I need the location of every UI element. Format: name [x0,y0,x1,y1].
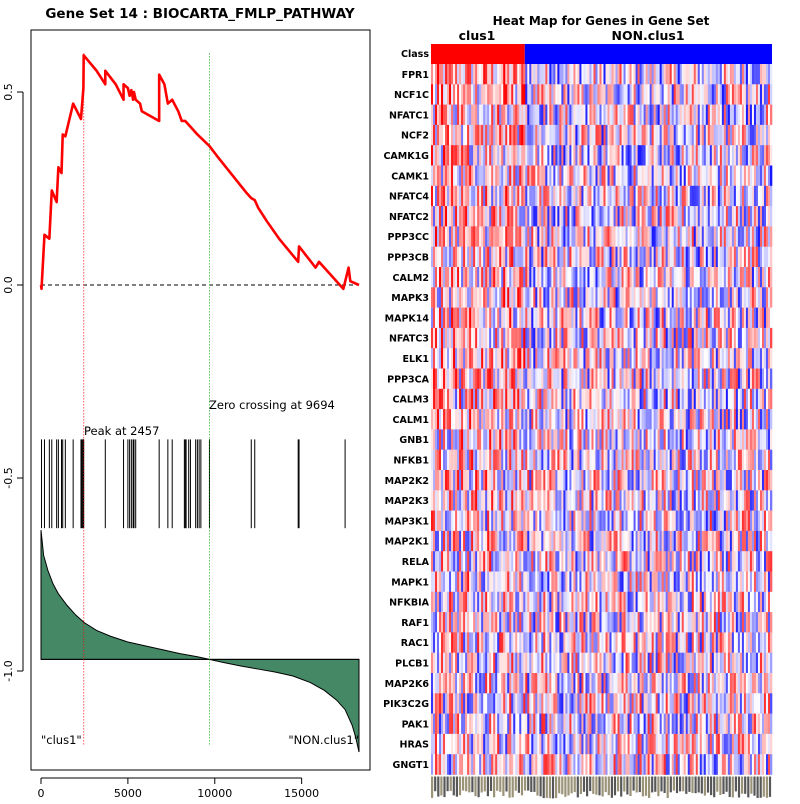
gene-label: NFATC3 [389,334,429,345]
gene-label: CALM2 [393,273,429,284]
gene-label: NCF1C [394,90,429,101]
y-tick-label: -1.0 [2,660,15,681]
gene-label: PLCB1 [395,659,429,670]
sample-label-strip [431,777,771,799]
y-tick-label: 0.0 [2,276,15,294]
x-tick-label: 0 [38,787,45,800]
gene-label: NFKB1 [393,456,429,467]
class-label-left: "clus1" [41,733,82,747]
gene-label: MAP2K6 [385,679,430,690]
gene-label: CAMK1 [391,171,429,182]
gene-label: MAP2K1 [385,537,429,548]
y-tick-label: 0.5 [2,83,15,101]
hit-ticks [42,439,346,528]
gene-label: FPR1 [402,70,429,81]
gene-label: NFATC2 [389,212,429,223]
class-header-non-clus1: NON.clus1 [611,28,684,43]
zero-crossing-label: Zero crossing at 9694 [209,398,335,412]
class-header-clus1: clus1 [459,28,496,43]
enrichment-plot-title: Gene Set 14 : BIOCARTA_FMLP_PATHWAY [45,6,355,22]
ranked-metric-area [41,530,359,752]
gene-label: CALM3 [393,395,429,406]
y-tick-label: -0.5 [2,467,15,488]
gene-label: NFKBIA [389,598,430,609]
gene-label: NFATC4 [389,192,429,203]
heat-map: Heat Map for Genes in Gene Set clus1 NON… [383,14,772,798]
gene-label: CAMK1G [383,151,429,162]
class-label-right: "NON.clus1" [288,733,359,747]
class-bar [431,44,772,64]
gene-label: MAPK3 [391,293,429,304]
gene-label: MAP2K3 [385,496,429,507]
gene-label: PIK3C2G [383,699,429,710]
gene-label: RELA [402,557,430,568]
class-bar-segment [525,44,772,64]
gene-label: MAPK1 [391,577,429,588]
x-axis: 0 5000 10000 15000 [38,778,320,800]
class-row-label: Class [401,49,429,60]
heat-map-title: Heat Map for Genes in Gene Set [493,14,710,28]
gene-label: HRAS [400,740,430,751]
gene-label: MAPK14 [385,313,430,324]
heat-map-cells [431,64,772,775]
peak-label: Peak at 2457 [84,424,159,438]
gene-label: MAP2K2 [385,476,429,487]
gene-label: PPP3CC [388,232,429,243]
gene-label: PAK1 [402,719,429,730]
gene-labels: FPR1 NCF1C NFATC1 NCF2 CAMK1G CAMK1 NFATC4 NFAT… [383,70,430,771]
ranked-metric-layer [41,530,359,752]
gene-label: PPP3CA [387,374,429,385]
gene-label: PPP3CB [387,253,429,264]
gene-label: ELK1 [402,354,429,365]
gene-label: RAF1 [401,618,429,629]
gene-label: MAP3K1 [385,516,429,527]
x-tick-label: 15000 [284,787,319,800]
gene-label: NCF2 [401,131,429,142]
class-bar-segment [431,44,525,64]
enrichment-score-line [41,55,359,289]
enrichment-curve-layer [41,55,359,289]
x-tick-label: 10000 [197,787,232,800]
gene-label: NFATC1 [389,110,429,121]
y-axis: 0.5 0.0 -0.5 -1.0 [2,83,23,681]
gene-label: CALM1 [393,415,429,426]
x-tick-label: 5000 [114,787,142,800]
gene-label: GNGT1 [393,760,429,771]
enrichment-plot: Gene Set 14 : BIOCARTA_FMLP_PATHWAY 0 500… [2,6,370,800]
gene-label: RAC1 [401,638,429,649]
gene-label: GNB1 [399,435,429,446]
